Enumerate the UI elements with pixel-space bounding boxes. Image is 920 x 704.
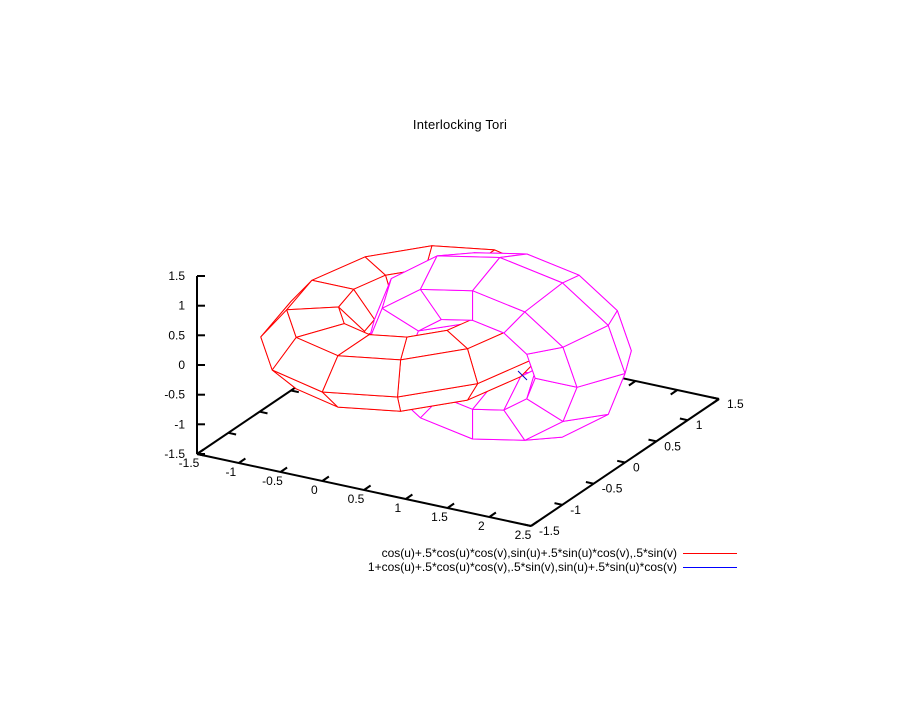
y-axis-tick-label: 1.5 (727, 397, 744, 411)
z-axis-tick-label: 0.5 (168, 328, 185, 342)
x-axis-tick-label: 1.5 (431, 510, 448, 524)
mesh-quad-series2 (472, 257, 563, 313)
x-axis-tick-label: -1 (225, 465, 236, 479)
x-axis-tick (488, 511, 497, 518)
y-axis-tick-label: -1.5 (539, 524, 560, 538)
y-axis-tick-mirror (290, 389, 300, 394)
x-axis-tick (530, 520, 539, 527)
y-axis-tick (679, 417, 688, 422)
y-axis-tick-label: -0.5 (602, 482, 623, 496)
x-axis-tick-label: 0.5 (348, 492, 365, 506)
x-axis-tick-label: 0 (311, 483, 318, 497)
y-axis-tick (554, 502, 563, 506)
surface2-topside-segment (517, 370, 528, 381)
y-axis-tick-label: 0 (633, 461, 640, 475)
x-axis-tick-label: -0.5 (262, 474, 283, 488)
x-axis-tick-label: 1 (394, 501, 401, 515)
x-axis-tick (279, 466, 288, 473)
z-axis-tick-label: 1 (178, 299, 185, 313)
torus-surfaces (260, 245, 632, 441)
z-axis-tick-label: -0.5 (164, 388, 185, 402)
x-axis-tick (238, 457, 246, 464)
y-axis-tick (585, 481, 594, 485)
y-axis-tick-mirror (228, 431, 237, 436)
y-axis-tick-label: -1 (570, 503, 581, 517)
x-axis-tick-label: -1.5 (179, 456, 200, 470)
x-axis-tick (405, 493, 413, 500)
y-axis-tick (710, 396, 720, 400)
x-axis-tick (321, 475, 330, 482)
z-axis-tick-label: -1.5 (164, 447, 185, 461)
x-axis-tick-label: 2.5 (515, 528, 532, 542)
z-axis-tick-label: -1 (174, 417, 185, 431)
legend-entry-series2: 1+cos(u)+.5*cos(u)*cos(v),.5*sin(v),sin(… (368, 560, 737, 574)
z-axis-tick-label: 1.5 (168, 269, 185, 283)
x-axis-tick-label: 2 (478, 519, 485, 533)
chart-title: Interlocking Tori (412, 117, 508, 132)
legend-key-line-series1 (683, 552, 737, 554)
x-axis-tick (446, 502, 455, 509)
legend-label-series2: 1+cos(u)+.5*cos(u)*cos(v),.5*sin(v),sin(… (367, 560, 677, 574)
y-axis-tick-label: 1 (696, 418, 703, 432)
x-axis-tick-mirror (670, 389, 678, 396)
y-axis-tick (648, 438, 657, 443)
x-axis-tick (363, 484, 372, 491)
y-axis-tick (616, 459, 626, 464)
x-axis-tick-mirror (628, 380, 637, 387)
legend-key-line-series2 (683, 566, 737, 568)
z-axis-tick-label: 0 (178, 358, 185, 372)
legend: cos(u)+.5*cos(u)*cos(v),sin(u)+.5*sin(u)… (368, 546, 737, 574)
mesh-quad-series1 (321, 355, 402, 398)
y-axis-tick-mirror (259, 410, 268, 415)
y-axis-tick (522, 523, 532, 527)
y-axis-tick-label: 0.5 (664, 439, 681, 453)
legend-entry-series1: cos(u)+.5*cos(u)*cos(v),sin(u)+.5*sin(u)… (368, 546, 737, 560)
legend-label-series1: cos(u)+.5*cos(u)*cos(v),sin(u)+.5*sin(u)… (381, 546, 677, 560)
axis-tick-labels: -1.5 -1 -0.5 0 0.5 1 1.5 2 2.5 -1.5 -1 -0.5 0 0.5 1 1.5… (164, 269, 744, 542)
